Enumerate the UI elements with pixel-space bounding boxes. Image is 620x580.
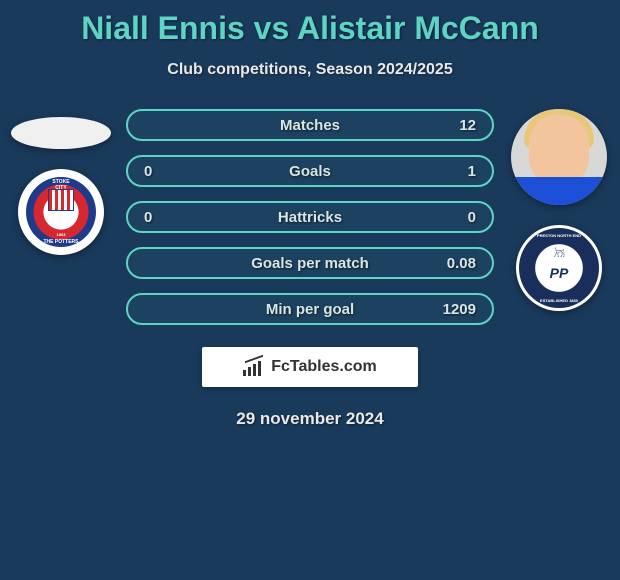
stat-row-matches: Matches 12 [126, 109, 494, 141]
player-photo-right [511, 109, 607, 205]
page-subtitle: Club competitions, Season 2024/2025 [0, 61, 620, 79]
club-badge-left: STOKE CITY 1863 THE POTTERS [18, 169, 104, 255]
stats-column: Matches 12 0 Goals 1 0 Hattricks 0 Goals… [126, 109, 494, 325]
preston-crest: PRESTON NORTH END 𓃡 PP ESTABLISHED 1880 [522, 231, 596, 305]
comparison-panel: STOKE CITY 1863 THE POTTERS Matches 12 0… [0, 109, 620, 325]
stat-right-value: 12 [436, 117, 476, 134]
stat-row-gpm: Goals per match 0.08 [126, 247, 494, 279]
stat-label: Matches [280, 117, 340, 134]
brand-name: FcTables.com [271, 358, 377, 376]
stat-label: Min per goal [266, 301, 354, 318]
footer-date: 29 november 2024 [0, 409, 620, 429]
stat-label: Hattricks [278, 209, 342, 226]
page-title: Niall Ennis vs Alistair McCann [0, 0, 620, 47]
player-photo-left [11, 117, 111, 149]
chart-icon [243, 358, 265, 376]
left-player-column: STOKE CITY 1863 THE POTTERS [6, 109, 116, 255]
club-badge-right: PRESTON NORTH END 𓃡 PP ESTABLISHED 1880 [516, 225, 602, 311]
stat-right-value: 1209 [436, 301, 476, 318]
stat-right-value: 1 [436, 163, 476, 180]
stat-row-goals: 0 Goals 1 [126, 155, 494, 187]
stat-right-value: 0.08 [436, 255, 476, 272]
stat-right-value: 0 [436, 209, 476, 226]
stat-left-value: 0 [144, 163, 184, 180]
stat-label: Goals [289, 163, 331, 180]
stat-left-value: 0 [144, 209, 184, 226]
stat-row-hattricks: 0 Hattricks 0 [126, 201, 494, 233]
stoke-city-crest: STOKE CITY 1863 THE POTTERS [26, 177, 96, 247]
stat-label: Goals per match [251, 255, 369, 272]
stat-row-mpg: Min per goal 1209 [126, 293, 494, 325]
right-player-column: PRESTON NORTH END 𓃡 PP ESTABLISHED 1880 [504, 109, 614, 311]
brand-logo-box: FcTables.com [202, 347, 418, 387]
